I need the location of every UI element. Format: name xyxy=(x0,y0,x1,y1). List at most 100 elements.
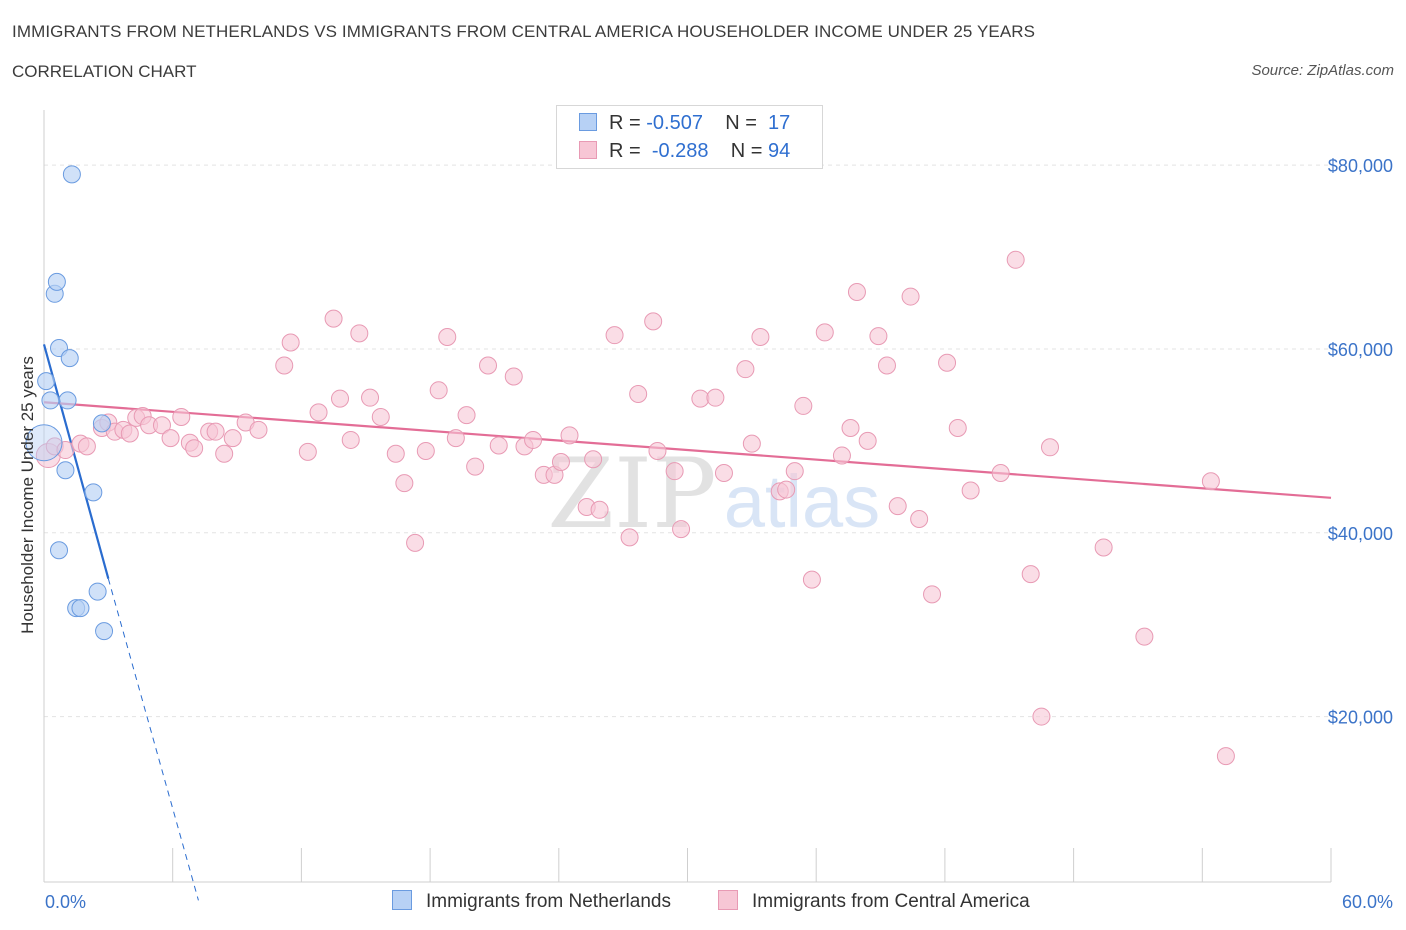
central-america-point xyxy=(1032,707,1051,726)
central-america-point xyxy=(785,462,804,481)
central-america-point xyxy=(524,430,543,449)
axes xyxy=(43,110,1332,883)
netherlands-point xyxy=(88,582,107,601)
chart-subtitle: CORRELATION CHART xyxy=(12,62,197,81)
legend-n-value-central-america: 94 xyxy=(768,140,791,162)
central-america-point xyxy=(691,389,710,408)
central-america-point xyxy=(446,429,465,448)
central-america-point xyxy=(395,474,414,493)
central-america-point xyxy=(416,441,435,460)
central-america-point xyxy=(275,356,294,375)
central-america-point xyxy=(714,464,733,483)
central-america-point xyxy=(56,441,75,460)
central-america-point xyxy=(672,520,691,539)
central-america-point xyxy=(341,430,360,449)
central-america-point xyxy=(948,418,967,437)
central-america-point xyxy=(161,429,180,448)
legend-n-value-netherlands: 17 xyxy=(768,112,791,134)
netherlands-point xyxy=(50,541,69,560)
legend-item-central-america[interactable]: Immigrants from Central America xyxy=(718,890,1030,913)
central-america-point xyxy=(560,426,579,445)
legend-label-netherlands: Immigrants from Netherlands xyxy=(426,891,671,912)
central-america-point xyxy=(172,407,191,426)
central-america-point xyxy=(847,282,866,301)
central-america-point xyxy=(371,407,390,426)
central-america-point xyxy=(1021,565,1040,584)
central-america-points xyxy=(35,250,1235,766)
netherlands-point xyxy=(41,391,60,410)
central-america-point xyxy=(888,497,907,516)
central-america-point xyxy=(331,389,350,408)
central-america-point xyxy=(620,528,639,547)
y-tick-label: $40,000 xyxy=(1328,524,1393,544)
netherlands-legend-swatch-icon xyxy=(392,890,412,910)
central-america-point xyxy=(802,570,821,589)
y-axis-title: Householder Income Under 25 years xyxy=(18,356,37,634)
central-america-point xyxy=(590,500,609,519)
central-america-point xyxy=(249,420,268,439)
central-america-point xyxy=(1135,627,1154,646)
netherlands-point xyxy=(56,461,75,480)
central-america-point xyxy=(551,452,570,471)
netherlands-point xyxy=(47,272,66,291)
central-america-point xyxy=(815,323,834,342)
central-america-legend-swatch-icon xyxy=(718,890,738,910)
central-america-point xyxy=(869,327,888,346)
central-america-point xyxy=(777,480,796,499)
trend-lines xyxy=(42,344,1332,901)
central-america-point xyxy=(479,356,498,375)
central-america-point xyxy=(706,388,725,407)
central-america-point xyxy=(923,585,942,604)
central-america-point xyxy=(206,422,225,441)
y-tick-label: $80,000 xyxy=(1328,156,1393,176)
central-america-point xyxy=(361,388,380,407)
central-america-point xyxy=(742,434,761,453)
central-america-point xyxy=(386,444,405,463)
legend-row-netherlands: R = -0.507 N = 17 xyxy=(579,112,790,136)
chart-title: IMMIGRANTS FROM NETHERLANDS VS IMMIGRANT… xyxy=(12,22,1036,41)
central-america-point xyxy=(298,442,317,461)
legend-n-label: N = xyxy=(730,140,763,162)
central-america-point xyxy=(1094,538,1113,557)
central-america-point xyxy=(877,356,896,375)
central-america-point xyxy=(429,381,448,400)
central-america-point xyxy=(605,326,624,345)
central-america-point xyxy=(406,533,425,552)
central-america-point xyxy=(841,418,860,437)
central-america-point xyxy=(152,416,171,435)
central-america-point xyxy=(185,439,204,458)
central-america-point xyxy=(584,450,603,469)
x-tick-label-max: 60.0% xyxy=(1341,892,1393,912)
legend-r-label: R = xyxy=(609,112,641,134)
source-label: Source: ZipAtlas.com xyxy=(1251,62,1394,79)
netherlands-point xyxy=(37,372,56,391)
netherlands-trend-extension xyxy=(107,578,199,901)
central-america-point xyxy=(858,431,877,450)
netherlands-point xyxy=(84,483,103,502)
central-america-point xyxy=(466,457,485,476)
legend-row-central-america: R = -0.288 N = 94 xyxy=(579,140,790,164)
netherlands-point xyxy=(25,424,63,462)
central-america-point xyxy=(504,367,523,386)
central-america-point xyxy=(1201,472,1220,491)
central-america-point xyxy=(489,436,508,455)
netherlands-point xyxy=(62,165,81,184)
y-tick-labels: $20,000 $40,000 $60,000 $80,000 xyxy=(1328,156,1393,727)
central-america-point xyxy=(794,396,813,415)
central-america-swatch-icon xyxy=(579,141,597,159)
central-america-point xyxy=(910,509,929,528)
central-america-point xyxy=(77,437,96,456)
netherlands-points xyxy=(25,165,114,641)
central-america-point xyxy=(1216,747,1235,766)
legend-item-netherlands[interactable]: Immigrants from Netherlands xyxy=(392,890,671,913)
central-america-point xyxy=(438,328,457,347)
central-america-point xyxy=(457,406,476,425)
netherlands-point xyxy=(60,349,79,368)
legend-label-central-america: Immigrants from Central America xyxy=(752,891,1030,912)
central-america-point xyxy=(938,353,957,372)
netherlands-swatch-icon xyxy=(579,113,597,131)
y-tick-label: $20,000 xyxy=(1328,708,1393,728)
central-america-point xyxy=(215,444,234,463)
netherlands-point xyxy=(58,391,77,410)
